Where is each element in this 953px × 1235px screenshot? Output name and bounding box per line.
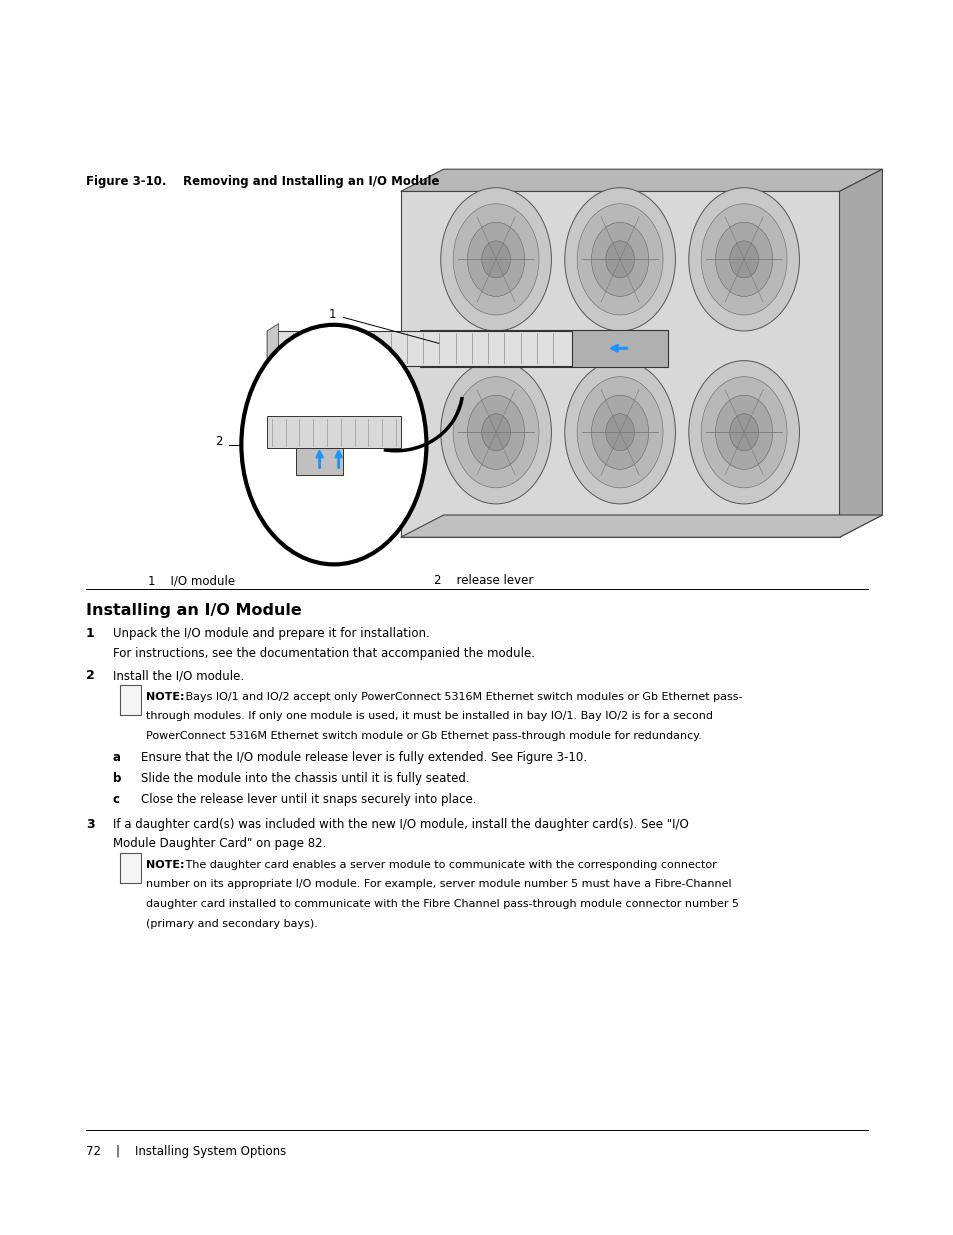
Circle shape: [715, 395, 772, 469]
Text: Close the release lever until it snaps securely into place.: Close the release lever until it snaps s…: [141, 793, 476, 806]
Text: 1: 1: [86, 627, 94, 641]
Bar: [267, 331, 572, 366]
Text: 3: 3: [86, 818, 94, 831]
Circle shape: [440, 361, 551, 504]
Circle shape: [241, 325, 426, 564]
Circle shape: [467, 395, 524, 469]
Text: Figure 3-10.    Removing and Installing an I/O Module: Figure 3-10. Removing and Installing an …: [86, 175, 439, 189]
Text: 1: 1: [329, 308, 336, 321]
Text: 72    |    Installing System Options: 72 | Installing System Options: [86, 1145, 286, 1158]
Circle shape: [605, 241, 634, 278]
Circle shape: [453, 377, 538, 488]
Text: Module Daughter Card" on page 82.: Module Daughter Card" on page 82.: [112, 837, 326, 851]
Circle shape: [453, 204, 538, 315]
Circle shape: [591, 222, 648, 296]
Circle shape: [481, 241, 510, 278]
Circle shape: [700, 377, 786, 488]
Circle shape: [577, 377, 662, 488]
Text: 1    I/O module: 1 I/O module: [148, 574, 234, 588]
Circle shape: [564, 361, 675, 504]
Text: c: c: [112, 793, 119, 806]
Text: 2: 2: [86, 669, 94, 683]
Text: 2: 2: [214, 435, 222, 448]
Text: through modules. If only one module is used, it must be installed in bay IO/1. B: through modules. If only one module is u…: [146, 711, 712, 721]
Text: Ensure that the I/O module release lever is fully extended. See Figure 3-10.: Ensure that the I/O module release lever…: [141, 751, 587, 764]
FancyBboxPatch shape: [120, 853, 141, 883]
FancyBboxPatch shape: [120, 685, 141, 715]
Bar: [295, 448, 343, 475]
Text: If a daughter card(s) was included with the new I/O module, install the daughter: If a daughter card(s) was included with …: [112, 818, 688, 831]
Text: NOTE:: NOTE:: [146, 692, 184, 701]
Circle shape: [605, 414, 634, 451]
Circle shape: [591, 395, 648, 469]
Polygon shape: [400, 169, 882, 191]
Circle shape: [715, 222, 772, 296]
Circle shape: [564, 188, 675, 331]
Polygon shape: [400, 191, 839, 537]
Text: number on its appropriate I/O module. For example, server module number 5 must h: number on its appropriate I/O module. Fo…: [146, 879, 731, 889]
Text: daughter card installed to communicate with the Fibre Channel pass-through modul: daughter card installed to communicate w…: [146, 899, 739, 909]
Circle shape: [729, 414, 758, 451]
Bar: [267, 416, 400, 448]
Text: The daughter card enables a server module to communicate with the corresponding : The daughter card enables a server modul…: [182, 860, 717, 869]
Circle shape: [729, 241, 758, 278]
Text: Install the I/O module.: Install the I/O module.: [112, 669, 243, 683]
Circle shape: [481, 414, 510, 451]
Text: Unpack the I/O module and prepare it for installation.: Unpack the I/O module and prepare it for…: [112, 627, 429, 641]
Text: Installing an I/O Module: Installing an I/O Module: [86, 603, 301, 618]
Text: (primary and secondary bays).: (primary and secondary bays).: [146, 919, 317, 929]
Text: 2    release lever: 2 release lever: [434, 574, 533, 588]
Text: For instructions, see the documentation that accompanied the module.: For instructions, see the documentation …: [112, 647, 534, 661]
Text: NOTE:: NOTE:: [146, 860, 184, 869]
Circle shape: [688, 361, 799, 504]
Circle shape: [577, 204, 662, 315]
Text: PowerConnect 5316M Ethernet switch module or Gb Ethernet pass-through module for: PowerConnect 5316M Ethernet switch modul…: [146, 731, 701, 741]
Polygon shape: [400, 515, 882, 537]
Text: Bays IO/1 and IO/2 accept only PowerConnect 5316M Ethernet switch modules or Gb : Bays IO/1 and IO/2 accept only PowerConn…: [182, 692, 742, 701]
Circle shape: [440, 188, 551, 331]
Circle shape: [467, 222, 524, 296]
Text: Slide the module into the chassis until it is fully seated.: Slide the module into the chassis until …: [141, 772, 469, 785]
Text: b: b: [112, 772, 121, 785]
Circle shape: [700, 204, 786, 315]
Bar: [419, 330, 667, 367]
Text: a: a: [112, 751, 120, 764]
Polygon shape: [839, 169, 882, 537]
Circle shape: [688, 188, 799, 331]
Polygon shape: [267, 324, 278, 366]
